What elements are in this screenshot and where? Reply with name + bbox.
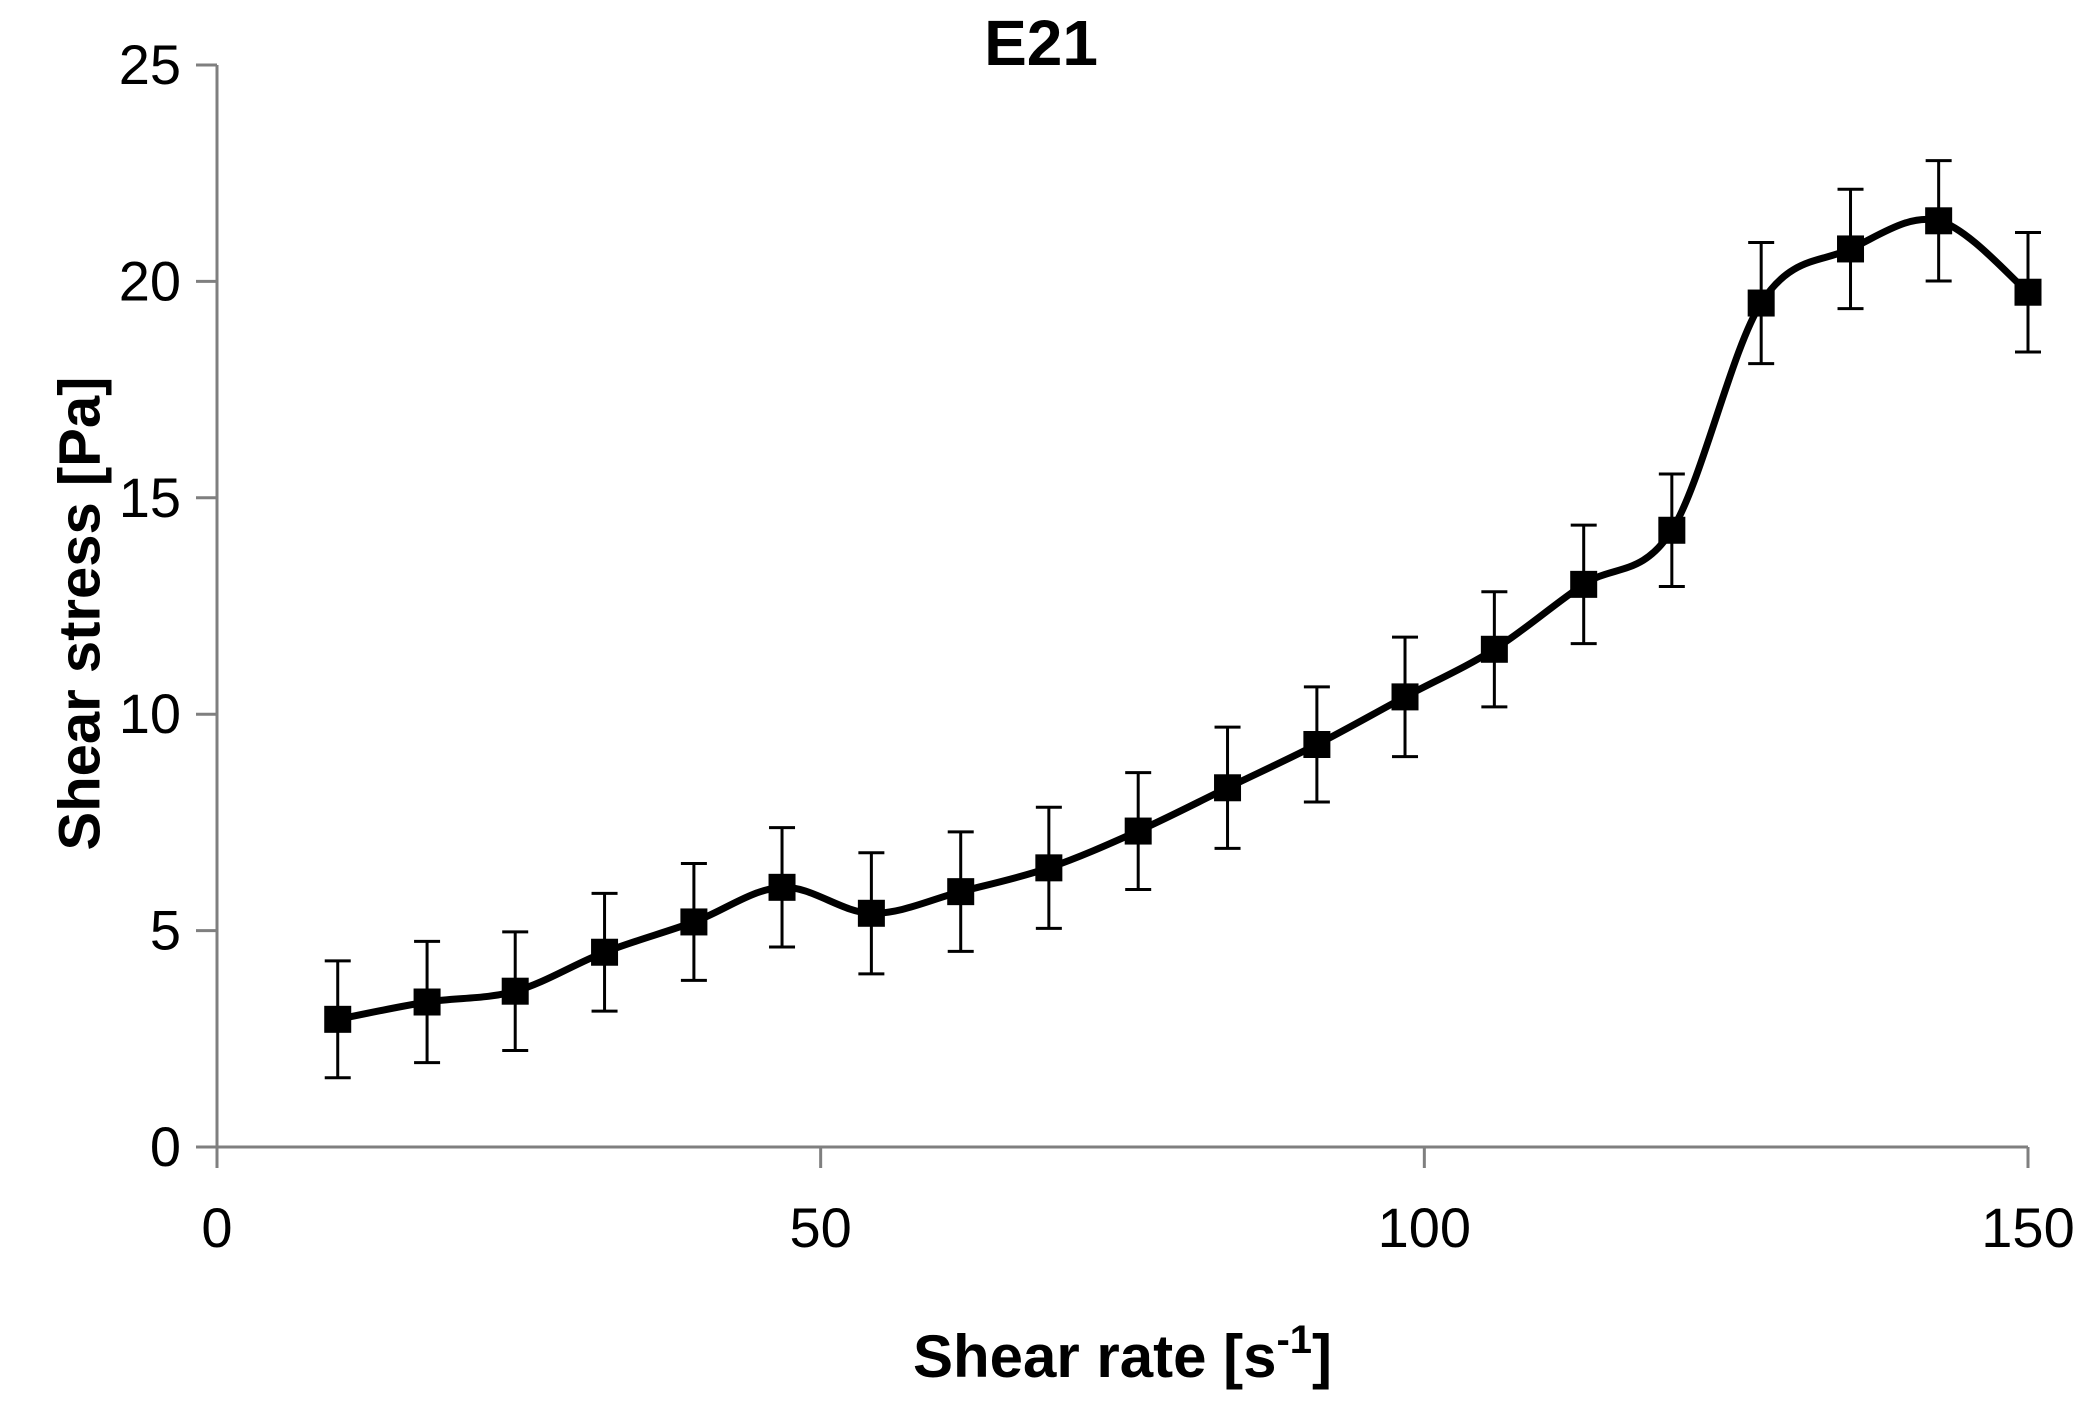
- x-axis-title-superscript: -1: [1276, 1318, 1313, 1362]
- data-point-marker: [1570, 570, 1598, 598]
- data-point-marker: [1925, 207, 1953, 235]
- x-tick-label: 0: [201, 1196, 232, 1259]
- data-point-marker: [413, 988, 441, 1016]
- y-tick-label: 0: [150, 1115, 181, 1178]
- data-point-marker: [1214, 774, 1242, 802]
- data-point-marker: [591, 938, 619, 966]
- data-point-marker: [1035, 854, 1063, 882]
- data-point-marker: [1124, 817, 1152, 845]
- y-tick-label: 20: [119, 249, 181, 312]
- y-axis-title: Shear stress [Pa]: [47, 376, 113, 851]
- series-line: [334, 215, 2032, 1023]
- x-axis-title-suffix: ]: [1312, 1323, 1333, 1390]
- data-point-marker: [324, 1005, 352, 1033]
- chart-title: E21: [984, 7, 1098, 79]
- data-point-marker: [768, 873, 796, 901]
- y-tick-label: 25: [119, 33, 181, 96]
- data-point-marker: [1658, 516, 1686, 544]
- y-tick-label: 10: [119, 682, 181, 745]
- data-point-marker: [1391, 683, 1419, 711]
- x-axis-title: Shear rate [s-1]: [217, 1318, 2028, 1391]
- data-point-marker: [1303, 730, 1331, 758]
- x-tick-label: 150: [1981, 1196, 2074, 1259]
- data-point-marker: [1837, 235, 1865, 263]
- x-tick-label: 100: [1378, 1196, 1471, 1259]
- data-point-marker: [680, 908, 708, 936]
- y-tick-label: 5: [150, 899, 181, 962]
- x-tick-label: 50: [790, 1196, 852, 1259]
- data-point-marker: [501, 977, 529, 1005]
- data-point-marker: [1747, 289, 1775, 317]
- data-point-marker: [857, 899, 885, 927]
- y-tick-label: 15: [119, 466, 181, 529]
- data-point-marker: [2014, 278, 2042, 306]
- data-point-marker: [947, 878, 975, 906]
- x-axis-title-prefix: Shear rate [s: [912, 1323, 1277, 1390]
- data-point-marker: [1480, 635, 1508, 663]
